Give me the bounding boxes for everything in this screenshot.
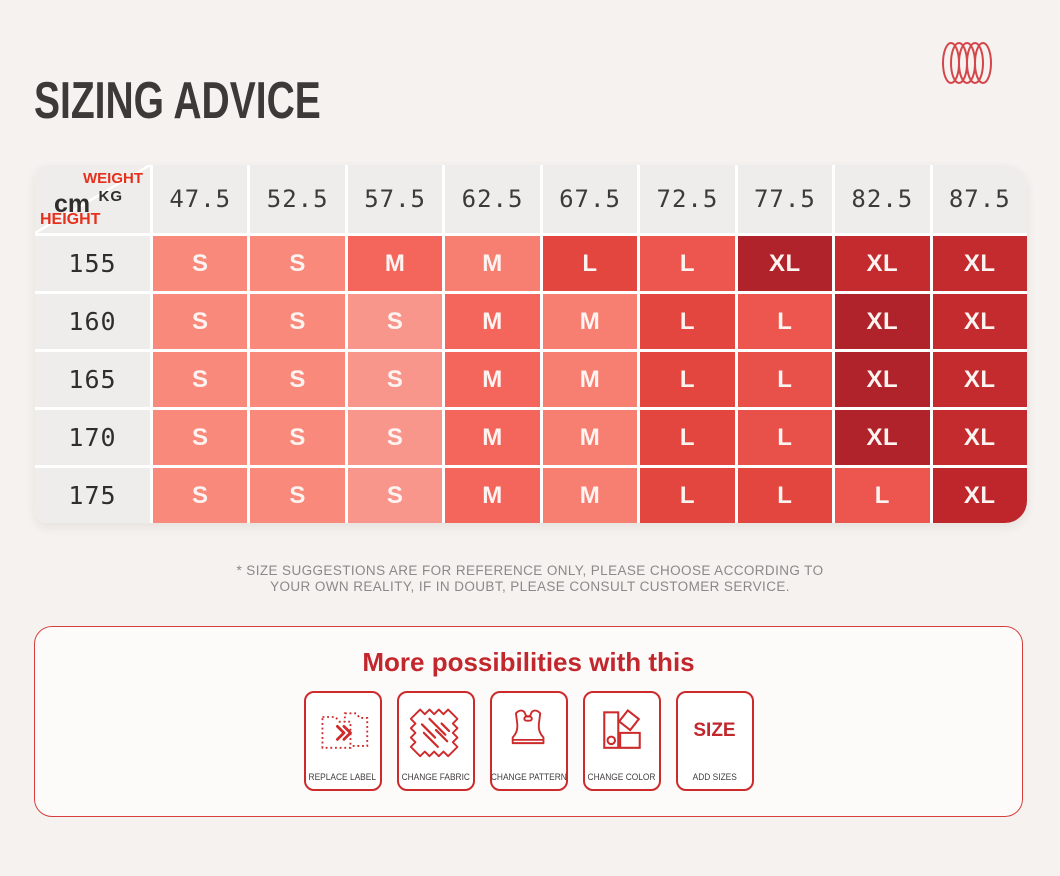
height-label-155: 155 bbox=[35, 236, 150, 291]
size-cell-170-87.5: XL bbox=[932, 410, 1027, 465]
size-cell-160-47.5: S bbox=[153, 294, 248, 349]
size-cell-175-47.5: S bbox=[153, 468, 248, 523]
size-cell-155-47.5: S bbox=[153, 236, 248, 291]
promo-item-label: CHANGE FABRIC bbox=[401, 772, 470, 782]
promo-title: More possibilities with this bbox=[362, 647, 695, 677]
size-cell-160-87.5: XL bbox=[932, 294, 1027, 349]
page-title: SIZING ADVICE bbox=[34, 71, 321, 130]
promo-item-change-color: CHANGE COLOR bbox=[582, 691, 661, 791]
size-cell-170-67.5: M bbox=[542, 410, 638, 465]
size-cell-160-72.5: L bbox=[640, 294, 735, 349]
size-cell-165-52.5: S bbox=[250, 352, 345, 407]
size-cell-175-72.5: L bbox=[640, 468, 735, 523]
disclaimer-line-2: YOUR OWN REALITY, IF IN DOUBT, PLEASE CO… bbox=[270, 578, 790, 594]
size-cell-155-52.5: S bbox=[250, 236, 345, 291]
size-cell-165-57.5: S bbox=[347, 352, 443, 407]
size-cell-175-82.5: L bbox=[835, 468, 930, 523]
weight-header-62.5: 62.5 bbox=[445, 165, 540, 233]
weight-axis-label: WEIGHT bbox=[83, 170, 143, 187]
size-cell-155-77.5: XL bbox=[737, 236, 833, 291]
coil-logo-graphic bbox=[942, 42, 992, 84]
weight-header-72.5: 72.5 bbox=[640, 165, 735, 233]
promo-item-label: CHANGE PATTERN bbox=[490, 772, 567, 782]
promo-item-label: REPLACE LABEL bbox=[308, 772, 377, 782]
size-cell-170-57.5: S bbox=[347, 410, 443, 465]
size-cell-170-62.5: M bbox=[445, 410, 540, 465]
weight-header-82.5: 82.5 bbox=[835, 165, 930, 233]
size-cell-170-72.5: L bbox=[640, 410, 735, 465]
change-pattern-icon bbox=[501, 700, 557, 762]
size-cell-165-82.5: XL bbox=[835, 352, 930, 407]
weight-header-87.5: 87.5 bbox=[932, 165, 1027, 233]
size-cell-155-82.5: XL bbox=[835, 236, 930, 291]
weight-header-57.5: 57.5 bbox=[347, 165, 443, 233]
size-cell-175-87.5: XL bbox=[932, 468, 1027, 523]
promo-item-add-sizes: SIZE ADD SIZES bbox=[675, 691, 754, 791]
promo-item-label: ADD SIZES bbox=[692, 772, 737, 782]
table-corner-cell: WEIGHT KG cm HEIGHT bbox=[35, 165, 150, 233]
weight-header-47.5: 47.5 bbox=[153, 165, 248, 233]
size-cell-165-87.5: XL bbox=[932, 352, 1027, 407]
disclaimer-text: * SIZE SUGGESTIONS ARE FOR REFERENCE ONL… bbox=[0, 563, 1060, 594]
size-cell-155-72.5: L bbox=[640, 236, 735, 291]
size-cell-155-67.5: L bbox=[542, 236, 638, 291]
size-cell-165-62.5: M bbox=[445, 352, 540, 407]
weight-header-52.5: 52.5 bbox=[250, 165, 345, 233]
weight-unit-label: KG bbox=[98, 188, 123, 205]
size-cell-160-62.5: M bbox=[445, 294, 540, 349]
size-cell-165-47.5: S bbox=[153, 352, 248, 407]
height-unit-label: cm bbox=[54, 190, 91, 218]
height-axis-label: HEIGHT bbox=[40, 211, 101, 228]
size-cell-175-62.5: M bbox=[445, 468, 540, 523]
promo-item-replace-label: REPLACE LABEL bbox=[303, 691, 382, 791]
size-cell-155-57.5: M bbox=[347, 236, 443, 291]
size-cell-175-52.5: S bbox=[250, 468, 345, 523]
change-color-icon bbox=[594, 700, 650, 762]
brand-coil-logo bbox=[941, 40, 993, 91]
size-cell-165-67.5: M bbox=[542, 352, 638, 407]
height-label-165: 165 bbox=[35, 352, 150, 407]
size-cell-170-47.5: S bbox=[153, 410, 248, 465]
weight-header-67.5: 67.5 bbox=[542, 165, 638, 233]
height-label-175: 175 bbox=[35, 468, 150, 523]
size-cell-160-57.5: S bbox=[347, 294, 443, 349]
promo-box: More possibilities with this REPLACE LAB… bbox=[34, 626, 1023, 817]
promo-item-change-fabric: CHANGE FABRIC bbox=[396, 691, 475, 791]
size-chart-table: WEIGHT KG cm HEIGHT 47.5 52.5 57.5 62.5 67.5… bbox=[35, 165, 1027, 523]
size-cell-155-62.5: M bbox=[445, 236, 540, 291]
weight-header-77.5: 77.5 bbox=[737, 165, 833, 233]
size-cell-155-87.5: XL bbox=[932, 236, 1027, 291]
size-cell-175-77.5: L bbox=[737, 468, 833, 523]
size-cell-160-77.5: L bbox=[737, 294, 833, 349]
size-cell-160-82.5: XL bbox=[835, 294, 930, 349]
size-text-icon: SIZE bbox=[693, 720, 736, 741]
change-fabric-icon bbox=[408, 700, 464, 762]
size-cell-170-77.5: L bbox=[737, 410, 833, 465]
size-cell-165-77.5: L bbox=[737, 352, 833, 407]
size-cell-165-72.5: L bbox=[640, 352, 735, 407]
size-cell-170-82.5: XL bbox=[835, 410, 930, 465]
disclaimer-line-1: * SIZE SUGGESTIONS ARE FOR REFERENCE ONL… bbox=[236, 563, 824, 578]
size-cell-175-57.5: S bbox=[347, 468, 443, 523]
size-cell-170-52.5: S bbox=[250, 410, 345, 465]
height-label-170: 170 bbox=[35, 410, 150, 465]
promo-items-row: REPLACE LABEL CHANGE FABRIC CHANGE PATTERN… bbox=[35, 691, 1022, 791]
size-cell-160-67.5: M bbox=[542, 294, 638, 349]
size-cell-175-67.5: M bbox=[542, 468, 638, 523]
size-cell-160-52.5: S bbox=[250, 294, 345, 349]
promo-item-change-pattern: CHANGE PATTERN bbox=[489, 691, 568, 791]
promo-item-label: CHANGE COLOR bbox=[587, 772, 656, 782]
height-label-160: 160 bbox=[35, 294, 150, 349]
replace-label-icon bbox=[315, 700, 371, 762]
